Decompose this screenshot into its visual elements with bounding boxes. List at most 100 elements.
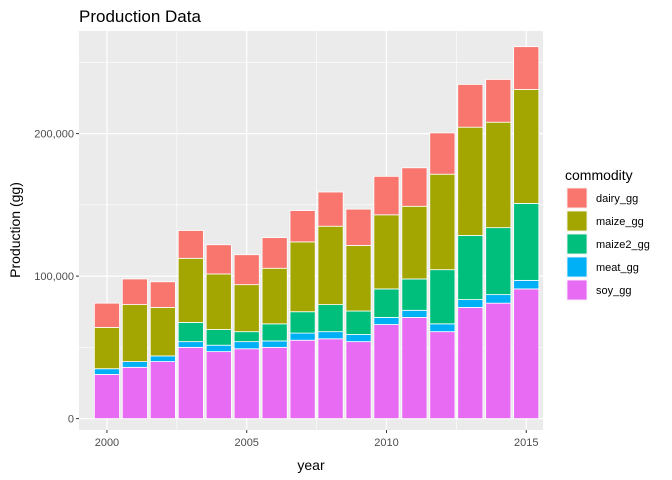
bar-meat-gg-2014: [485, 294, 512, 304]
bar-soy-gg-2015: [513, 288, 540, 419]
bar-maize-gg-2008: [317, 225, 344, 306]
bar-dairy-gg-2009: [345, 208, 372, 246]
bar-maize-gg-2002: [149, 307, 176, 357]
bar-dairy-gg-2007: [289, 210, 316, 243]
bar-soy-gg-2012: [429, 331, 456, 419]
bar-soy-gg-2013: [457, 307, 484, 420]
bar-dairy-gg-2015: [513, 46, 540, 90]
legend-swatch-maize2-gg: [566, 233, 588, 255]
x-axis-title: year: [297, 457, 325, 473]
bar-soy-gg-2006: [261, 346, 288, 420]
legend-label-maize-gg: maize_gg: [596, 216, 644, 228]
bar-maize2-gg-2008: [317, 304, 344, 333]
bar-meat-gg-2002: [149, 355, 176, 362]
legend-swatch-meat-gg: [566, 256, 588, 278]
bar-maize-gg-2005: [233, 284, 260, 333]
bar-soy-gg-2010: [373, 324, 400, 419]
bar-maize-gg-2006: [261, 267, 288, 325]
bar-dairy-gg-2010: [373, 175, 400, 216]
bar-soy-gg-2009: [345, 341, 372, 419]
y-axis-ticks: 0 100,000 200,000: [34, 129, 79, 426]
bar-maize2-gg-2013: [457, 235, 484, 301]
bar-soy-gg-2014: [485, 302, 512, 419]
bar-meat-gg-2011: [401, 309, 428, 318]
bar-meat-gg-2007: [289, 332, 316, 341]
bar-meat-gg-2003: [177, 341, 204, 348]
bar-maize2-gg-2003: [177, 322, 204, 343]
bar-maize2-gg-2006: [261, 323, 288, 342]
legend-label-dairy-gg: dairy_gg: [596, 193, 638, 205]
bar-dairy-gg-2001: [121, 278, 148, 306]
legend-label-meat-gg: meat_gg: [596, 262, 639, 274]
legend: commodity dairy_gg maize_gg maize2_gg meat_…: [565, 167, 650, 301]
y-tick-label: 100,000: [34, 271, 74, 283]
bar-dairy-gg-2002: [149, 281, 176, 308]
bar-dairy-gg-2014: [485, 79, 512, 123]
legend-label-soy-gg: soy_gg: [596, 285, 631, 297]
bar-meat-gg-2001: [121, 361, 148, 368]
bar-dairy-gg-2000: [93, 302, 120, 328]
bar-soy-gg-2005: [233, 348, 260, 419]
bar-maize-gg-2003: [177, 257, 204, 323]
bar-meat-gg-2005: [233, 341, 260, 350]
legend-title: commodity: [565, 167, 633, 183]
bar-maize2-gg-2014: [485, 227, 512, 296]
legend-swatch-soy-gg: [566, 279, 588, 301]
bar-maize2-gg-2010: [373, 288, 400, 318]
legend-swatch-dairy-gg: [566, 187, 588, 209]
bar-soy-gg-2002: [149, 361, 176, 420]
x-tick-label: 2005: [234, 437, 258, 449]
bar-dairy-gg-2013: [457, 84, 484, 128]
bar-maize2-gg-2012: [429, 269, 456, 325]
bar-soy-gg-2000: [93, 374, 120, 419]
bar-maize2-gg-2011: [401, 278, 428, 311]
bar-maize-gg-2011: [401, 205, 428, 280]
bar-maize-gg-2004: [205, 273, 232, 330]
x-tick-label: 2015: [514, 437, 538, 449]
legend-swatch-maize-gg: [566, 210, 588, 232]
bar-soy-gg-2003: [177, 346, 204, 420]
bar-soy-gg-2008: [317, 338, 344, 419]
chart-title: Production Data: [79, 7, 201, 26]
bar-maize-gg-2000: [93, 326, 120, 370]
bar-meat-gg-2010: [373, 317, 400, 325]
bar-soy-gg-2004: [205, 351, 232, 419]
bar-maize2-gg-2015: [513, 203, 540, 281]
bar-maize-gg-2001: [121, 304, 148, 363]
bar-dairy-gg-2005: [233, 254, 260, 286]
bar-maize-gg-2013: [457, 126, 484, 236]
bar-maize-gg-2012: [429, 173, 456, 271]
y-tick-label: 0: [68, 414, 74, 426]
bar-meat-gg-2012: [429, 323, 456, 333]
bar-dairy-gg-2006: [261, 237, 288, 269]
bar-maize-gg-2009: [345, 245, 372, 312]
x-tick-label: 2000: [95, 437, 119, 449]
bar-maize2-gg-2005: [233, 331, 260, 343]
bar-maize-gg-2015: [513, 89, 540, 204]
x-tick-label: 2010: [374, 437, 398, 449]
bar-soy-gg-2011: [401, 317, 428, 419]
bar-meat-gg-2008: [317, 331, 344, 340]
bar-maize-gg-2010: [373, 214, 400, 290]
legend-label-maize2-gg: maize2_gg: [596, 239, 650, 251]
bars: [93, 46, 540, 420]
bar-maize-gg-2007: [289, 241, 316, 313]
y-axis-title: Production (gg): [7, 182, 23, 278]
bar-maize2-gg-2009: [345, 310, 372, 335]
bar-dairy-gg-2008: [317, 191, 344, 227]
bar-soy-gg-2007: [289, 339, 316, 420]
bar-meat-gg-2004: [205, 344, 232, 353]
bar-soy-gg-2001: [121, 366, 148, 419]
bar-dairy-gg-2003: [177, 230, 204, 259]
bar-meat-gg-2013: [457, 299, 484, 308]
bar-dairy-gg-2004: [205, 244, 232, 275]
x-axis-ticks: 2000 2005 2010 2015: [95, 430, 538, 449]
bar-dairy-gg-2012: [429, 132, 456, 175]
bar-maize2-gg-2007: [289, 311, 316, 334]
bar-meat-gg-2000: [93, 368, 120, 375]
bar-dairy-gg-2011: [401, 167, 428, 207]
bar-maize-gg-2014: [485, 121, 512, 229]
bar-meat-gg-2006: [261, 340, 288, 348]
y-tick-label: 200,000: [34, 129, 74, 141]
